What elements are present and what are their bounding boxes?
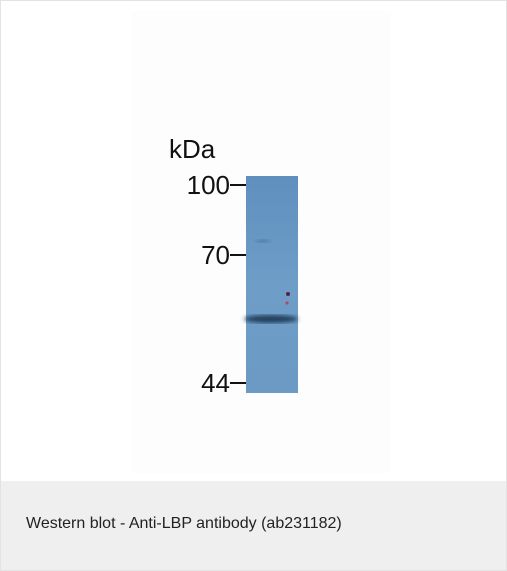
blot-image: kDa 100 70 44	[1, 1, 506, 481]
protein-band	[244, 315, 298, 323]
marker-label: 70	[201, 240, 230, 270]
unit-label: kDa	[169, 134, 216, 164]
caption-box: Western blot - Anti-LBP antibody (ab2311…	[1, 481, 506, 570]
faint-band	[255, 240, 271, 243]
artifact	[285, 301, 288, 304]
caption: Western blot - Anti-LBP antibody (ab2311…	[26, 515, 342, 533]
artifact	[286, 292, 290, 296]
blot-lane	[246, 176, 298, 393]
marker-label: 44	[201, 368, 230, 398]
marker-label: 100	[187, 170, 230, 200]
